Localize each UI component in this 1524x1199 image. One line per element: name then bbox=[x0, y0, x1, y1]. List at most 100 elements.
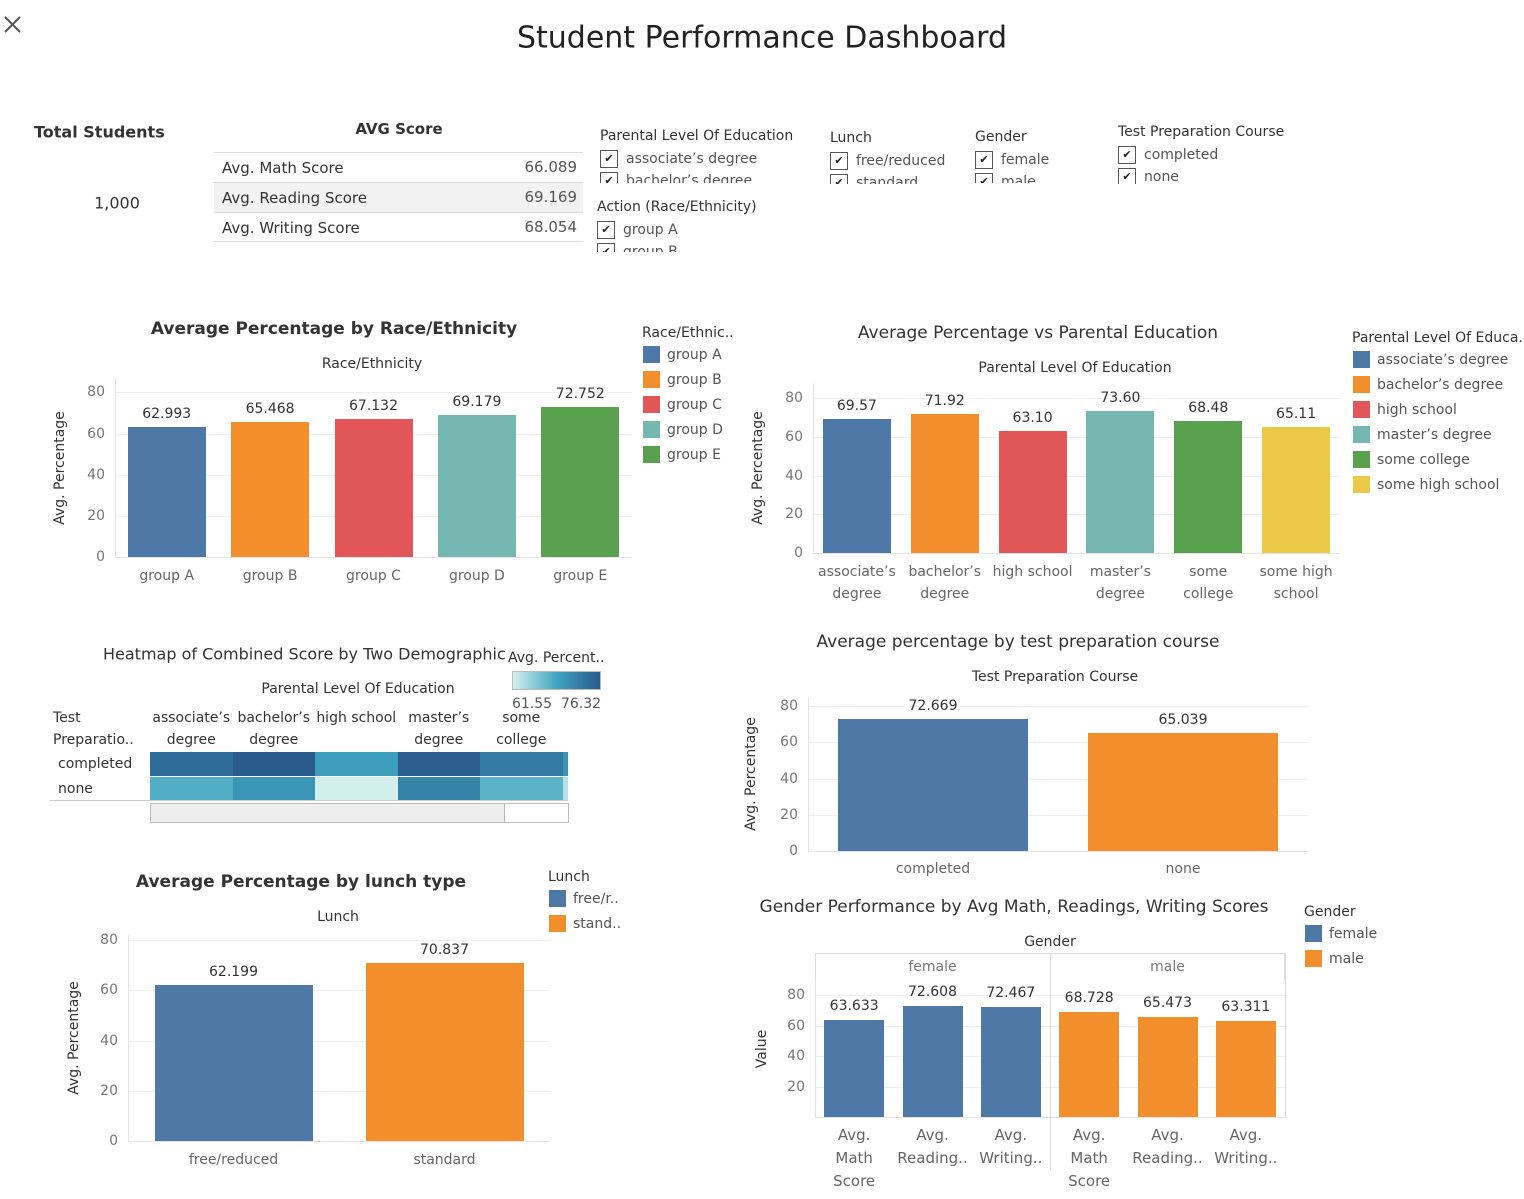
filter-item[interactable]: group B bbox=[597, 241, 772, 252]
column-label: master’s degree bbox=[408, 710, 470, 748]
row-label: Avg. Reading Score bbox=[222, 189, 367, 207]
y-tick-label: 80 bbox=[87, 384, 105, 401]
legend-label: group C bbox=[667, 397, 722, 413]
bar bbox=[541, 407, 620, 557]
bar bbox=[980, 1006, 1041, 1117]
axis-header: Race/Ethnicity bbox=[321, 356, 423, 372]
filter-item[interactable]: male bbox=[975, 171, 1150, 183]
column-label: associate’s degree bbox=[152, 710, 231, 748]
table-title: AVG Score bbox=[355, 120, 443, 138]
bar bbox=[822, 418, 891, 553]
grid-line bbox=[808, 778, 1308, 780]
filter-item[interactable]: group A bbox=[597, 219, 772, 241]
panel-label: male bbox=[1150, 959, 1185, 975]
y-tick-label: 20 bbox=[87, 507, 105, 524]
x-tick-label: bachelor’s degree bbox=[908, 564, 982, 602]
legend-title: Race/Ethnic.. bbox=[642, 325, 734, 341]
y-tick-label: 60 bbox=[785, 429, 803, 446]
value-label: 63.633 bbox=[829, 998, 879, 1015]
legend-swatch bbox=[643, 396, 660, 413]
x-tick-label: Avg. Writing.. bbox=[979, 1126, 1043, 1167]
chart-title: Average Percentage by lunch type bbox=[135, 872, 467, 892]
filter-item[interactable]: none bbox=[1118, 166, 1293, 184]
filter-item[interactable]: female bbox=[975, 149, 1150, 171]
bar bbox=[231, 422, 310, 557]
legend-swatch bbox=[1353, 376, 1370, 393]
x-tick-label: Avg. Math Score bbox=[1068, 1126, 1111, 1190]
bar bbox=[910, 414, 979, 553]
filter-title: Gender bbox=[975, 129, 1027, 145]
legend-label: group A bbox=[667, 347, 722, 363]
y-tick-label: 40 bbox=[780, 770, 798, 787]
scrollbar[interactable] bbox=[150, 803, 569, 823]
heatmap-cell bbox=[232, 752, 315, 776]
legend-label: free/r.. bbox=[573, 891, 619, 907]
legend-label: high school bbox=[1377, 402, 1457, 418]
bar bbox=[1262, 427, 1331, 553]
legend-swatch bbox=[549, 915, 566, 932]
value-label: 69.179 bbox=[452, 393, 502, 410]
legend-label: group D bbox=[667, 422, 723, 438]
legend-swatch bbox=[643, 421, 660, 438]
legend-swatch bbox=[1353, 351, 1370, 368]
chart-title: Average Percentage vs Parental Education bbox=[857, 323, 1219, 343]
x-tick-label: completed bbox=[895, 861, 971, 877]
legend-swatch bbox=[643, 371, 660, 388]
scrollbar-thumb[interactable] bbox=[151, 804, 505, 822]
column-label: some high school bbox=[563, 707, 568, 751]
value-label: 70.837 bbox=[420, 942, 469, 959]
filter-title: Action (Race/Ethnicity) bbox=[597, 199, 757, 215]
legend-label: stand.. bbox=[573, 916, 622, 932]
panel-label: female bbox=[908, 959, 957, 975]
row-value: 66.089 bbox=[524, 158, 578, 176]
grid-line bbox=[128, 1090, 550, 1092]
bar bbox=[365, 963, 524, 1141]
axis-header: Parental Level Of Education bbox=[978, 360, 1172, 376]
filter-item[interactable]: standard bbox=[830, 172, 1005, 184]
panel-divider bbox=[1050, 953, 1051, 1170]
legend-title: Lunch bbox=[548, 869, 590, 885]
legend-max: 76.32 bbox=[560, 696, 602, 712]
table-row bbox=[214, 182, 583, 212]
y-tick-label: 40 bbox=[787, 1048, 805, 1065]
legend-swatch bbox=[643, 346, 660, 363]
y-tick-label: 20 bbox=[785, 506, 803, 523]
legend-label: bachelor’s degree bbox=[1377, 377, 1504, 393]
legend-label: female bbox=[1329, 926, 1378, 942]
grid-line bbox=[115, 392, 632, 394]
y-tick-label: 80 bbox=[780, 698, 798, 715]
filter-item[interactable]: completed bbox=[1118, 144, 1293, 166]
row-label: Avg. Writing Score bbox=[222, 219, 360, 237]
x-tick-label: group B bbox=[242, 568, 298, 584]
row-label: Avg. Math Score bbox=[222, 159, 344, 177]
x-tick-label: Avg. Writing.. bbox=[1214, 1126, 1278, 1167]
y-axis-title: Value bbox=[754, 1029, 770, 1068]
y-tick-label: 60 bbox=[87, 425, 105, 442]
bar bbox=[154, 984, 313, 1141]
heatmap-cell bbox=[315, 752, 398, 776]
filter-item[interactable]: bachelor’s degree bbox=[600, 170, 775, 183]
grid-line bbox=[808, 706, 1308, 708]
bar bbox=[127, 427, 206, 557]
filter-item[interactable]: free/reduced bbox=[830, 150, 1005, 172]
axis-line bbox=[808, 697, 809, 851]
value-label: 72.608 bbox=[908, 984, 957, 1001]
y-tick-label: 40 bbox=[87, 466, 105, 483]
bar bbox=[1086, 410, 1155, 553]
bar bbox=[1174, 420, 1243, 553]
legend-swatch bbox=[1305, 950, 1322, 967]
row-value: 68.054 bbox=[524, 218, 578, 236]
bar bbox=[902, 1006, 963, 1117]
value-label: 72.467 bbox=[986, 984, 1036, 1001]
filter-item[interactable]: associate’s degree bbox=[600, 148, 775, 170]
y-tick-label: 20 bbox=[100, 1082, 118, 1099]
row-label: completed bbox=[58, 756, 133, 772]
axis-line bbox=[128, 1141, 550, 1142]
heatmap-cell bbox=[232, 776, 315, 800]
axis-line bbox=[813, 383, 814, 553]
close-button[interactable] bbox=[4, 16, 21, 33]
y-tick-label: 20 bbox=[780, 806, 798, 823]
axis-line bbox=[815, 980, 816, 1117]
